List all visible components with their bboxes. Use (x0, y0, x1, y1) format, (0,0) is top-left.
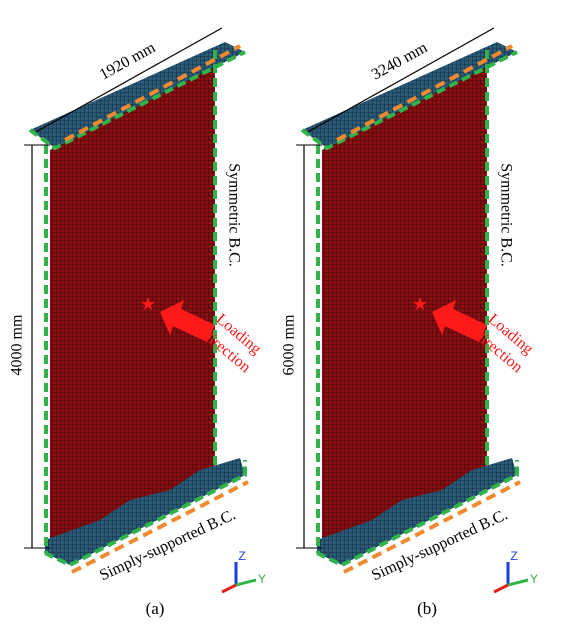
axis-y (236, 580, 256, 585)
axis-x (494, 585, 508, 592)
panel-label: (a) (146, 599, 165, 618)
axis-y (508, 580, 528, 585)
panel-label: (b) (417, 599, 437, 618)
height-label: 4000 mm (9, 314, 26, 375)
axis-label: Z (238, 549, 245, 563)
axis-x (222, 585, 236, 592)
height-label: 6000 mm (281, 314, 298, 375)
top-bc-label: Symmetric B.C. (225, 163, 242, 267)
figure: 1920 mm4000 mmSymmetric B.C.Simply-suppo… (0, 0, 579, 627)
load-point: ★ (412, 294, 428, 314)
axis-label: Y (258, 572, 266, 586)
axis-label: Z (510, 549, 517, 563)
axis-label: Y (530, 572, 538, 586)
load-point: ★ (140, 294, 156, 314)
top-bc-label: Symmetric B.C. (497, 163, 514, 267)
